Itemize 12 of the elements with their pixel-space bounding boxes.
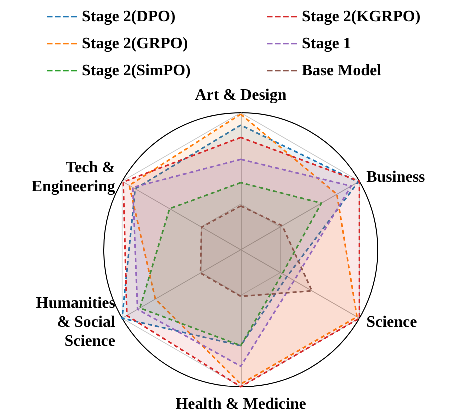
spoke-label: Tech & Engineering <box>32 160 116 196</box>
legend-label: Stage 2(DPO) <box>82 8 176 26</box>
spoke-label: Health & Medicine <box>176 396 306 413</box>
spoke-label: Humanities & Social Science <box>36 295 116 350</box>
legend-label: Stage 2(SimPO) <box>82 62 191 80</box>
legend-label: Stage 2(KGRPO) <box>302 8 421 26</box>
legend-label: Stage 1 <box>302 36 352 52</box>
legend-label: Stage 2(GRPO) <box>82 36 188 52</box>
spoke-label: Science <box>366 314 418 331</box>
spoke-label: Business <box>366 169 426 186</box>
legend-label: Base Model <box>302 62 382 80</box>
spoke-label: Art & Design <box>195 87 287 104</box>
